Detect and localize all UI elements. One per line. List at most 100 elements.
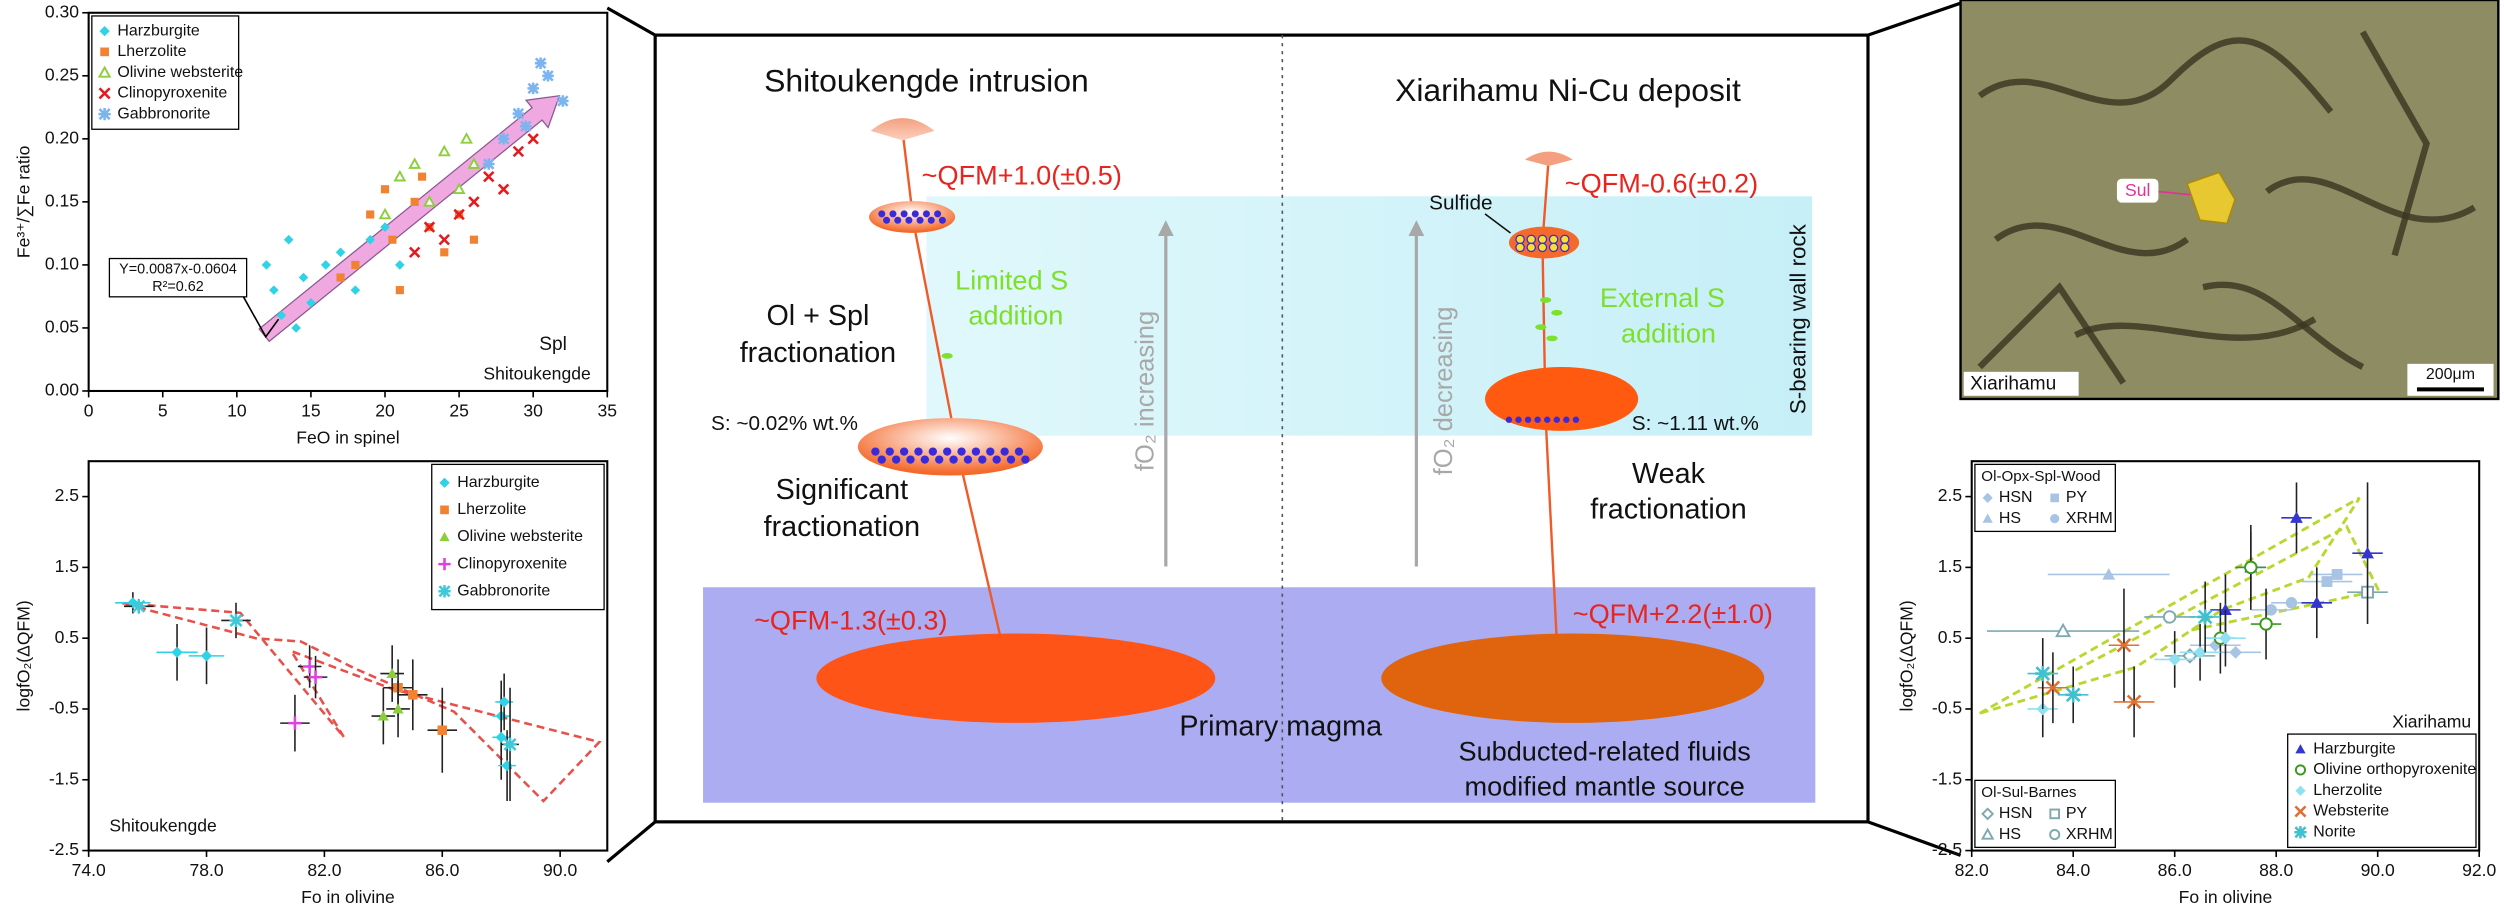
- grain-boundary: [1977, 282, 2126, 385]
- trend-outline: [121, 601, 602, 803]
- x-tick-label: 5: [158, 400, 168, 420]
- y-tick-label: -2.5: [49, 839, 79, 859]
- point: [132, 599, 146, 614]
- crystal: [938, 216, 946, 224]
- crystal: [949, 455, 958, 464]
- crystal: [906, 455, 915, 464]
- point: [469, 235, 478, 244]
- point: [2055, 622, 2072, 638]
- legend-marker: [438, 585, 451, 598]
- x-tick-label: 82.0: [1955, 860, 1989, 880]
- point: [2285, 597, 2298, 609]
- conduit: [1541, 156, 1558, 642]
- legend-label: HS: [1999, 510, 2021, 527]
- diagram-label: Significant: [776, 474, 909, 506]
- legend-label: Lherzolite: [2313, 782, 2382, 799]
- sulfide-droplet: [1559, 242, 1570, 253]
- y-tick-label: 0.15: [45, 191, 79, 211]
- point: [2126, 694, 2142, 710]
- point: [520, 120, 532, 132]
- grain-boundary: [1977, 37, 2334, 114]
- y-tick-label: -0.5: [49, 698, 79, 718]
- crystal: [978, 455, 987, 464]
- y-axis-label: Fe³⁺/∑Fe ratio: [13, 145, 33, 258]
- legend-marker: [2295, 744, 2306, 754]
- point: [288, 716, 302, 730]
- y-tick-label: 0.30: [45, 1, 79, 21]
- y-tick-label: 2.5: [55, 485, 80, 505]
- legend-label: Harzburgite: [457, 474, 540, 491]
- diagram-label: S: ~0.02% wt.%: [711, 412, 858, 435]
- point: [440, 248, 449, 257]
- point: [527, 82, 539, 95]
- point: [229, 613, 243, 628]
- point: [2259, 617, 2273, 631]
- legend-label: HSN: [1999, 805, 2033, 822]
- point: [527, 133, 539, 145]
- point: [276, 310, 287, 321]
- point: [392, 703, 404, 714]
- crystal: [889, 210, 897, 218]
- label-bg: [2116, 178, 2159, 203]
- point: [2290, 511, 2303, 523]
- point: [2162, 610, 2177, 624]
- crystal: [871, 447, 880, 456]
- crystal: [986, 447, 995, 456]
- x-tick-label: 25: [449, 400, 469, 420]
- legend-marker: [1982, 513, 1993, 523]
- diagram-label: modified mantle source: [1465, 770, 1745, 801]
- diagram-label: addition: [1621, 317, 1716, 348]
- point: [351, 260, 360, 269]
- legend-label: Clinopyroxenite: [457, 555, 567, 572]
- micrograph: Sul Xiarihamu 200μm: [1959, 0, 2500, 401]
- diagram-label: ~QFM+2.2(±1.0): [1573, 598, 1773, 629]
- legend-marker: [438, 557, 451, 571]
- x-tick-label: 10: [227, 400, 247, 420]
- point: [557, 95, 569, 107]
- diagram-label: Weak: [1632, 458, 1706, 490]
- crystal: [911, 210, 919, 218]
- point: [380, 222, 390, 232]
- sulfur-blob: [1551, 309, 1563, 316]
- point: [366, 210, 375, 219]
- legend-marker: [98, 87, 111, 100]
- diagram-label: Subducted-related fluids: [1458, 735, 1750, 766]
- equation-box: [108, 257, 248, 298]
- crystal: [934, 210, 942, 218]
- x-tick-label: 0: [84, 400, 94, 420]
- point: [2219, 631, 2232, 645]
- photo-label: Xiarihamu: [1970, 374, 2056, 395]
- point: [365, 234, 375, 245]
- point: [261, 260, 272, 270]
- y-tick-label: 0.5: [55, 627, 80, 647]
- point: [283, 234, 294, 245]
- legend-label: Lherzolite: [457, 501, 526, 518]
- y-tick-label: 1.5: [1938, 556, 1963, 576]
- equation: Y=0.0087x-0.0604: [119, 261, 237, 277]
- y-axis-label: logfO₂(ΔQFM): [13, 600, 33, 711]
- crystal: [935, 455, 944, 464]
- x-tick-label: 90.0: [2361, 860, 2395, 880]
- sulfur-blob: [941, 352, 953, 359]
- legend-box: [1974, 779, 2116, 849]
- crystal: [957, 447, 966, 456]
- crystal: [1534, 416, 1541, 423]
- scale-label: 200μm: [2426, 366, 2475, 383]
- point: [386, 667, 398, 679]
- y-tick-label: -0.5: [1932, 698, 1962, 718]
- sulfur-blob: [1535, 324, 1547, 331]
- legend-marker: [2294, 805, 2307, 818]
- y-tick-label: 0.10: [45, 254, 79, 274]
- diagram-label: Primary magma: [1179, 710, 1382, 742]
- point: [423, 195, 436, 207]
- sulfide-droplet: [1559, 234, 1570, 245]
- source: [816, 633, 1216, 723]
- chamber: [869, 201, 956, 233]
- legend-marker: [1982, 492, 1993, 504]
- label-bg: [1963, 371, 2079, 396]
- point: [291, 323, 301, 333]
- y-tick-label: 0.5: [1938, 627, 1963, 647]
- point: [410, 197, 419, 206]
- crystal: [1544, 416, 1551, 423]
- crystal: [922, 210, 930, 218]
